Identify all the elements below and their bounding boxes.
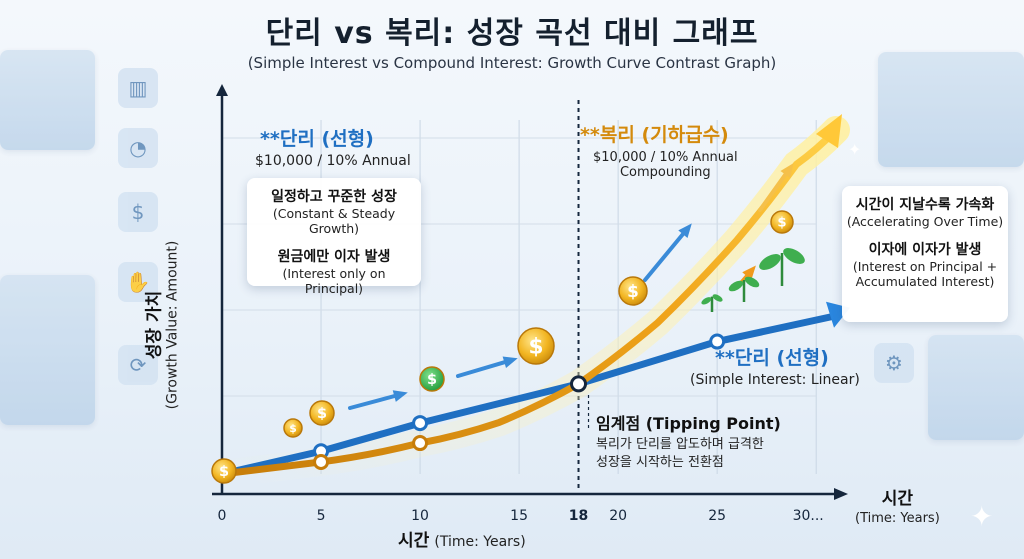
y-axis-label-en: (Growth Value: Amount) [164,240,181,410]
x-axis-end-title: 시간 (Time: Years) [855,484,940,526]
simple-interest-header: **단리 (선형) [260,128,374,150]
x-tick-label: 20 [609,508,627,524]
green-coin-icon-symbol: $ [427,372,437,388]
coin-icon [618,276,648,306]
x-axis-end-title-en: (Time: Years) [855,511,940,526]
simple-interest-callout: 일정하고 꾸준한 성장 (Constant & Steady Growth) 원… [247,178,421,296]
compound-interest-arrowhead [816,114,842,148]
trend-arrow-blue [348,392,404,410]
compound-callout-line1-ko: 시간이 지날수록 가속화 [855,197,995,213]
sprout-icon-leaf [744,276,760,288]
trend-arrow-blue [456,358,514,378]
trend-arrow-blue-head [678,223,692,238]
trend-arrow-gold [758,166,792,212]
coin-icon-symbol: $ [627,281,639,301]
compound-callout-line2-en-1: (Interest on Principal + [852,259,998,274]
compound-interest-header: **복리 (기하급수) [580,124,729,146]
tipping-point-marker [570,375,588,393]
x-axis-label: 시간 (Time: Years) [398,526,526,551]
x-tick-label: 15 [510,508,528,524]
trend-arrow-blue [643,226,690,282]
y-axis-label-ko: 성장 가치 [144,290,165,360]
x-axis-label-ko: 시간 [398,531,430,551]
coin-icon [517,327,555,365]
simple-callout-line2-ko: 원금에만 이자 발생 [277,249,391,265]
coin-icon-symbol: $ [777,216,786,231]
x-tick-label: 18 [569,508,588,524]
compound-interest-callout: 시간이 지날수록 가속화 (Accelerating Over Time) 이자… [842,186,1008,322]
compound-interest-point [412,435,429,452]
compound-sub-line1: $10,000 / 10% Annual [593,150,738,165]
sparkle-icon: ✦ [970,500,994,533]
donut-chart-icon: ◔ [118,128,158,168]
tipping-point-desc: 복리가 단리를 압도하며 급격한 성장을 시작하는 전환점 [596,436,764,472]
simple-callout-line2-en: (Interest only on Principal) [282,266,386,296]
sprout-icon-leaf [701,297,712,305]
simple-interest-point [709,333,726,350]
coin-icon-symbol: $ [317,406,327,422]
bg-dashboard-panel-left-top [0,50,95,150]
x-tick-label: 0 [218,508,227,524]
simple-line-header: **단리 (선형) [715,347,829,369]
trend-arrow-blue-head [392,390,408,402]
compound-sub-line2: Compounding [619,165,711,180]
page-subtitle: (Simple Interest vs Compound Interest: G… [247,54,777,72]
coin-icon [309,400,335,426]
coin-icon-symbol: $ [528,335,543,360]
compound-interest-point [313,453,330,470]
simple-callout-line1-en: (Constant & Steady Growth) [272,206,396,236]
compound-callout-line2-en-2: Accumulated Interest) [855,274,995,289]
sprout-icon-leaf [759,254,781,270]
coin-cycle-icon: ⟳ [118,345,158,385]
coin-icon-symbol: $ [219,464,229,480]
coin-icon [770,210,794,234]
page-title: 단리 vs 복리: 성장 곡선 대비 그래프 [265,16,759,51]
compound-callout-line1-en: (Accelerating Over Time) [846,214,1004,229]
y-axis-label: 성장 가치 (Growth Value: Amount) [140,241,181,410]
sprout-icon-leaf [728,280,744,292]
coin-icon [283,418,303,438]
x-tick-label: 30... [793,508,824,524]
x-tick-label: 25 [708,508,726,524]
bg-dashboard-panel-left-bottom [0,275,95,425]
sparkle-icon-small: ✦ [848,140,862,159]
gear-dollar-icon: ⚙ [874,343,914,383]
bg-dashboard-panel-right-bottom [928,335,1024,440]
x-tick-label: 10 [411,508,429,524]
x-tick-label: 5 [317,508,326,524]
trend-arrow-blue-head [502,356,518,369]
green-coin-icon [419,366,445,392]
sprout-icon-leaf [712,294,723,302]
simple-callout-line1-ko: 일정하고 꾸준한 성장 [271,189,397,205]
x-axis-label-en: (Time: Years) [434,534,526,550]
bg-dashboard-panel-right-top [878,52,1024,167]
dollar-chart-icon: $ [118,192,158,232]
coin-icon [211,458,237,484]
x-axis-arrow [834,488,848,500]
trend-arrow-orange-head [742,265,756,280]
compound-callout-line2-ko: 이자에 이자가 발생 [868,242,982,258]
simple-line-sub: (Simple Interest: Linear) [690,372,860,388]
sprout-icon-leaf [783,248,805,264]
trend-arrow-gold-head [780,163,794,178]
tipping-desc-line1: 복리가 단리를 압도하며 급격한 [596,437,764,452]
tipping-desc-line2: 성장을 시작하는 전환점 [596,455,724,470]
coin-icon-symbol: $ [289,422,297,435]
y-axis-arrow [216,84,228,96]
money-hand-icon: ✋ [118,262,158,302]
tipping-point-title: 임계점 (Tipping Point) [596,414,781,433]
x-axis-end-title-ko: 시간 [881,489,914,509]
bar-chart-icon: ▥ [118,68,158,108]
simple-interest-point [412,415,429,432]
simple-interest-sub: $10,000 / 10% Annual [255,153,411,169]
compound-interest-sub: $10,000 / 10% Annual Compounding [593,150,738,180]
